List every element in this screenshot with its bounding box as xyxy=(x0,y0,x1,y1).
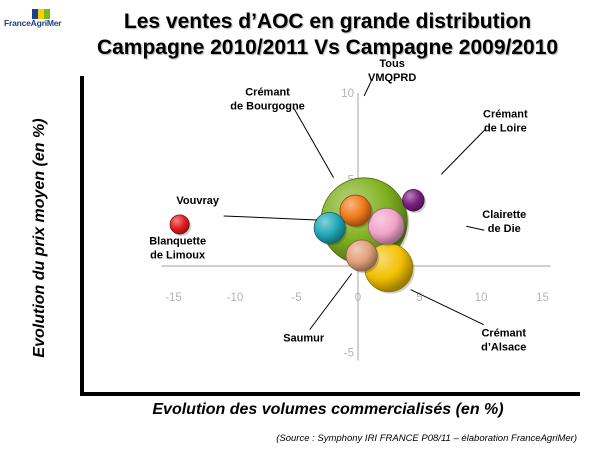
bubble-label: Saumur xyxy=(283,333,325,345)
x-tick-label: -15 xyxy=(165,292,182,304)
bubble-cr-mant-de-bourgogne xyxy=(339,194,372,227)
bubble-saumur xyxy=(345,239,378,272)
x-axis-label: Evolution des volumes commercialisés (en… xyxy=(152,401,504,418)
x-tick-label: 15 xyxy=(536,292,549,304)
logo-flag-stripe xyxy=(38,9,44,19)
y-tick-label: -5 xyxy=(344,348,354,360)
bubble-blanquette-de-limoux xyxy=(169,214,190,235)
connector-line xyxy=(410,289,484,326)
x-tick-label: -10 xyxy=(227,292,244,304)
bubble-label: Crémant d’Alsace xyxy=(481,328,526,354)
connector-line xyxy=(223,215,317,221)
bubble-label: Vouvray xyxy=(176,195,219,207)
connector-line xyxy=(293,107,334,178)
connector-line xyxy=(440,128,486,175)
bubble-clairette-de-die xyxy=(367,207,405,245)
bubble-label: Crémant de Bourgogne xyxy=(230,87,305,113)
bubble-cr-mant-de-loire xyxy=(402,189,425,212)
x-tick-label: -5 xyxy=(291,292,301,304)
bubble-label: Blanquette de Limoux xyxy=(149,235,206,261)
chart-frame xyxy=(80,76,580,396)
chart-title: Les ventes d’AOC en grande distribution xyxy=(123,10,532,33)
logo-text: FranceAgriMer xyxy=(4,18,62,28)
bubble-label: Crémant de Loire xyxy=(483,108,528,134)
y-axis-label: Evolution du prix moyen (en %) xyxy=(31,118,48,358)
logo-flag-stripe xyxy=(44,9,50,19)
bubble-label: Tous VMQPRD xyxy=(368,58,416,84)
source-note: (Source : Symphony IRI FRANCE P08/11 – é… xyxy=(276,433,577,444)
connector-line xyxy=(363,78,373,97)
x-tick-label: 10 xyxy=(475,292,488,304)
bubble-vouvray xyxy=(313,211,346,244)
franceagrimer-logo: FranceAgriMer xyxy=(4,6,74,30)
logo-flag-icon xyxy=(32,6,50,19)
connector-line xyxy=(466,225,485,231)
bubble-label: Clairette de Die xyxy=(482,209,526,235)
logo-flag-stripe xyxy=(32,9,38,19)
connector-line xyxy=(309,273,353,330)
chart-subtitle: Campagne 2010/2011 Vs Campagne 2009/2010 xyxy=(96,36,559,59)
x-tick-label: 0 xyxy=(355,292,361,304)
x-tick-label: 5 xyxy=(416,292,422,304)
y-tick-label: 10 xyxy=(341,88,354,100)
